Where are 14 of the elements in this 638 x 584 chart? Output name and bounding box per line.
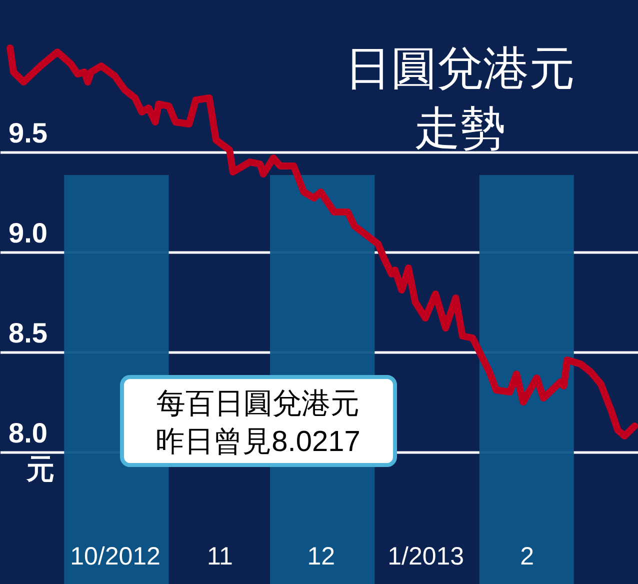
annotation: 每百日圓兌港元 [156, 388, 360, 420]
annotation: 昨日曾見8.0217 [156, 426, 360, 458]
y-tick-label: 8.0 [8, 418, 48, 448]
x-tick-label: 10/2012 [70, 542, 160, 570]
x-tick-label: 1/2013 [388, 542, 464, 570]
text: 日圓兌港元 [345, 42, 575, 94]
text: 走勢 [414, 102, 506, 154]
y-tick-label: 9.5 [8, 118, 48, 148]
y-tick-label: 8.5 [8, 318, 48, 348]
y-axis-title: 元 [26, 454, 54, 484]
x-tick-label: 11 [206, 542, 233, 570]
x-tick-label: 12 [307, 542, 336, 570]
x-tick-label: 2 [520, 542, 534, 570]
y-tick-label: 9.0 [8, 218, 48, 248]
